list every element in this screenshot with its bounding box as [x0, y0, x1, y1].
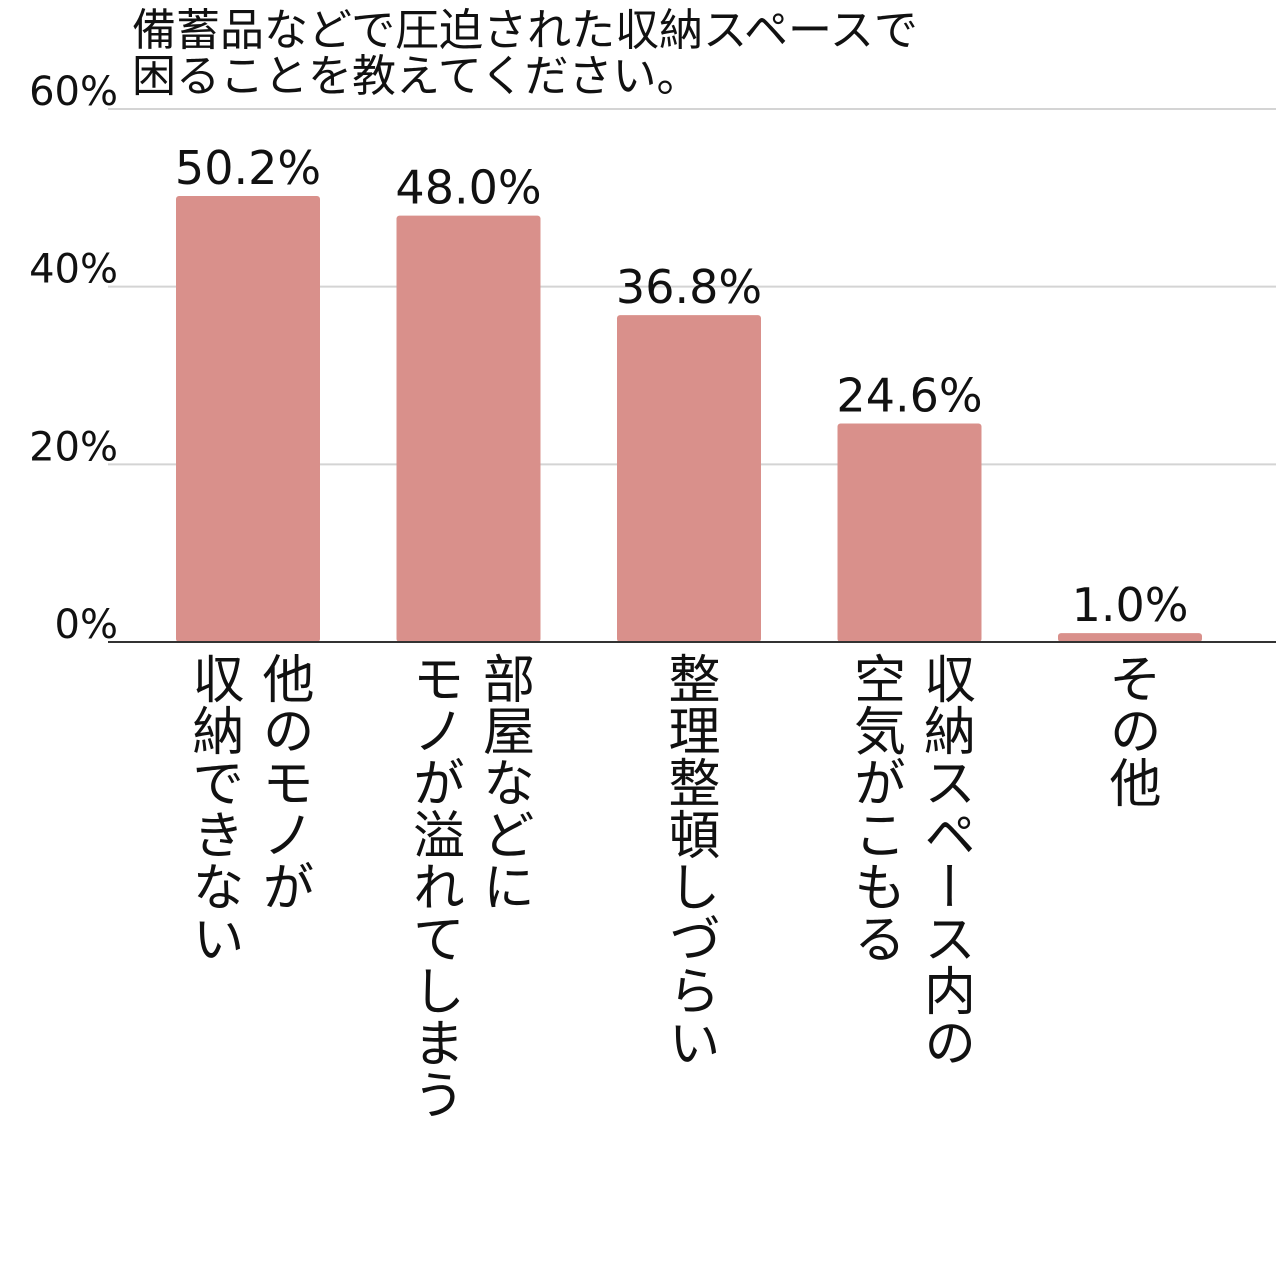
bar [176, 196, 320, 642]
data-label: 1.0% [1072, 578, 1189, 632]
category-label: 整理整頓しづらい [654, 652, 724, 1068]
bars: 50.2% 48.0% 36.8% 24.6% 1.0% [175, 141, 1202, 642]
chart-title-line-1: 備蓄品などで圧迫された収納スペースで [132, 5, 918, 56]
category-label-line: 部屋などに [473, 652, 534, 912]
category-label-line: モノが溢れてしまう [403, 652, 464, 1120]
category-label-line: 他のモノが [253, 652, 313, 912]
bar [1058, 633, 1202, 642]
category-label-line: 収納できない [183, 652, 243, 964]
y-axis-ticks: 0% 20% 40% 60% [29, 69, 118, 648]
category-label-line: その他 [1100, 652, 1160, 808]
category-label-line: 整理整頓しづらい [659, 652, 719, 1068]
chart-title: 備蓄品などで圧迫された収納スペースで 困ることを教えてください。 [132, 8, 1132, 100]
category-label-line: 収納スペース内の [914, 652, 975, 1068]
category-label: 収納スペース内の 空気がこもる [840, 652, 980, 1068]
chart-title-line-2: 困ることを教えてください。 [132, 51, 701, 102]
category-label: 部屋などに モノが溢れてしまう [399, 652, 539, 1120]
data-label: 36.8% [616, 260, 762, 314]
bar [617, 315, 761, 642]
bar [396, 215, 541, 642]
category-label-line: 空気がこもる [844, 652, 905, 964]
bar [837, 423, 982, 642]
data-label: 50.2% [175, 141, 321, 195]
y-tick-label: 0% [55, 602, 118, 648]
category-label: その他 [1095, 652, 1165, 808]
y-tick-label: 60% [29, 69, 118, 115]
y-tick-label: 40% [29, 247, 118, 293]
data-label: 48.0% [395, 161, 541, 215]
data-label: 24.6% [836, 368, 982, 422]
category-label: 他のモノが 収納できない [178, 652, 318, 964]
y-tick-label: 20% [29, 424, 118, 470]
